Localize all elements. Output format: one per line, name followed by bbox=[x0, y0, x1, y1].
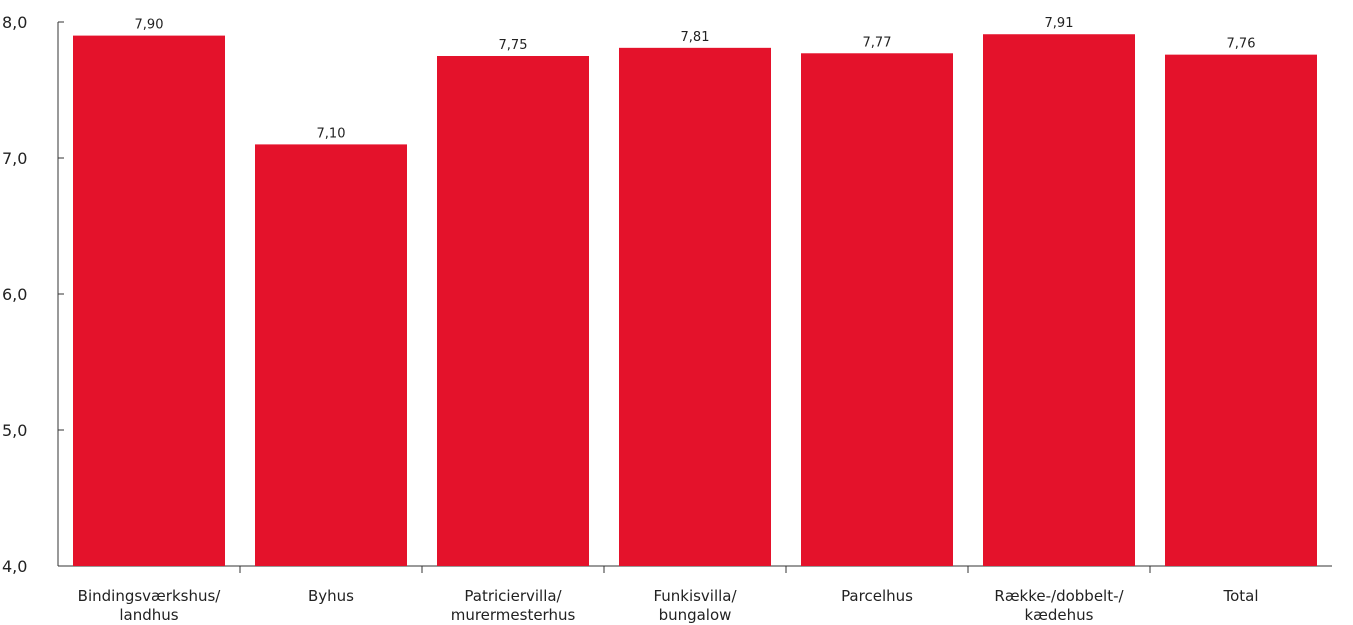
bar bbox=[73, 35, 225, 567]
bar-value-label: 7,81 bbox=[681, 30, 710, 45]
category-label: Byhus bbox=[308, 587, 354, 605]
category-label: Funkisvilla/ bbox=[653, 587, 737, 605]
bars bbox=[73, 34, 1317, 567]
y-tick-label: 6,0 bbox=[2, 285, 27, 304]
bar-value-label: 7,76 bbox=[1227, 37, 1256, 52]
category-labels: Bindingsværkshus/landhus Byhus Patriciervi… bbox=[78, 587, 1259, 624]
category-label: murermesterhus bbox=[451, 606, 576, 624]
bar bbox=[801, 53, 953, 566]
category-label: bungalow bbox=[659, 606, 732, 624]
bar-value-label: 7,77 bbox=[863, 35, 892, 50]
value-labels: 7,90 7,10 7,75 7,81 7,77 7,91 7,76 bbox=[135, 16, 1256, 141]
bar bbox=[255, 144, 407, 566]
category-label: Total bbox=[1222, 587, 1258, 605]
y-tick-label: 7,0 bbox=[2, 149, 27, 168]
bar bbox=[619, 47, 771, 566]
bar-value-label: 7,91 bbox=[1045, 16, 1074, 31]
category-label: Patriciervilla/ bbox=[464, 587, 562, 605]
bar bbox=[983, 34, 1135, 567]
category-label: Række-/dobbelt-/ bbox=[994, 587, 1124, 605]
y-tick-label: 8,0 bbox=[2, 13, 27, 32]
bar bbox=[1165, 54, 1317, 566]
category-label: kædehus bbox=[1025, 606, 1094, 624]
y-tick-label: 4,0 bbox=[2, 557, 27, 576]
x-axis bbox=[58, 565, 1332, 573]
bar-value-label: 7,75 bbox=[499, 38, 528, 53]
y-tick-label: 5,0 bbox=[2, 421, 27, 440]
category-label: Parcelhus bbox=[841, 587, 913, 605]
category-label: Bindingsværkshus/ bbox=[78, 587, 222, 605]
category-label: landhus bbox=[119, 606, 178, 624]
bar-value-label: 7,10 bbox=[317, 126, 346, 141]
y-axis: 4,0 5,0 6,0 7,0 8,0 bbox=[2, 13, 64, 576]
bar bbox=[437, 56, 589, 566]
bar-value-label: 7,90 bbox=[135, 18, 164, 33]
